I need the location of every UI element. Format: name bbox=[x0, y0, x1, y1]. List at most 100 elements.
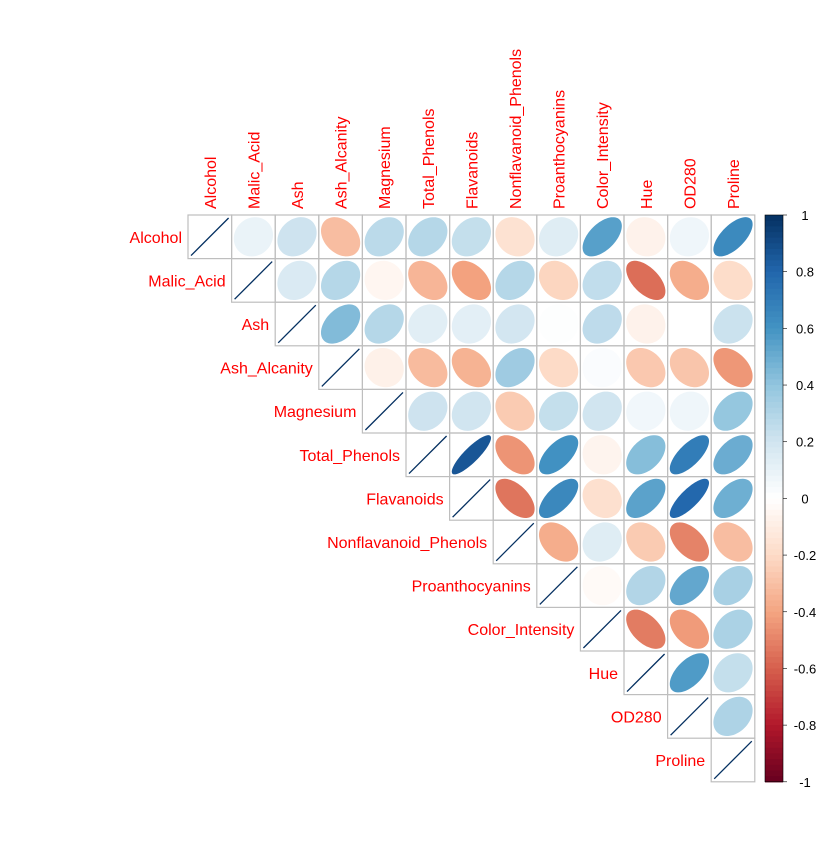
cell-Ash-Nonflavanoid_Phenols bbox=[492, 301, 538, 347]
diagonal-mark bbox=[670, 697, 709, 736]
colorbar-segment bbox=[765, 685, 783, 692]
correlation-ellipse bbox=[408, 217, 448, 257]
cell-Malic_Acid-Ash bbox=[274, 258, 320, 303]
correlation-ellipse bbox=[320, 304, 361, 344]
cell-Malic_Acid-Proanthocyanins bbox=[536, 258, 581, 303]
correlation-ellipse bbox=[713, 304, 753, 344]
colorbar-segment bbox=[765, 702, 783, 709]
correlation-ellipse bbox=[669, 435, 710, 475]
cell-Ash_Alcanity-OD280 bbox=[666, 345, 712, 390]
colorbar-segment bbox=[765, 419, 783, 426]
diagonal-mark bbox=[452, 479, 491, 518]
diagonal-mark bbox=[539, 566, 578, 605]
cell-Magnesium-Magnesium bbox=[361, 388, 407, 434]
cell-Malic_Acid-Hue bbox=[623, 258, 669, 303]
column-label: OD280 bbox=[682, 158, 699, 209]
cell-Flavanoids-Color_Intensity bbox=[579, 476, 625, 521]
colorbar-segment bbox=[765, 526, 783, 534]
cell-Color_Intensity-Proline bbox=[710, 606, 756, 652]
correlation-ellipse bbox=[626, 217, 666, 257]
cell-Ash_Alcanity-Color_Intensity bbox=[579, 345, 625, 390]
correlation-ellipse bbox=[495, 391, 535, 431]
cell-Ash_Alcanity-Ash_Alcanity bbox=[318, 345, 363, 390]
cell-Total_Phenols-Flavanoids bbox=[449, 432, 494, 478]
cell-Ash-Proline bbox=[710, 301, 756, 347]
correlation-ellipse bbox=[451, 260, 492, 301]
column-label: Flavanoids bbox=[464, 132, 481, 209]
colorbar-segment bbox=[765, 311, 783, 318]
colorbar-segment bbox=[765, 249, 783, 256]
colorbar-segment bbox=[765, 254, 783, 261]
cell-Ash_Alcanity-Total_Phenols bbox=[405, 345, 451, 390]
correlation-ellipse bbox=[626, 260, 666, 301]
colorbar-segment bbox=[765, 283, 783, 290]
cell-Color_Intensity-Color_Intensity bbox=[579, 606, 625, 652]
correlation-ellipse bbox=[538, 391, 579, 431]
diagonal-mark bbox=[713, 740, 753, 780]
correlation-ellipse bbox=[626, 347, 666, 388]
correlation-ellipse bbox=[364, 304, 404, 344]
column-label: Magnesium bbox=[377, 126, 394, 209]
colorbar-segment bbox=[765, 271, 783, 278]
diagonal-mark bbox=[626, 653, 666, 693]
colorbar-tick-label: 1 bbox=[801, 208, 808, 223]
colorbar-segment bbox=[765, 436, 783, 443]
colorbar-segment bbox=[765, 521, 783, 528]
colorbar-segment bbox=[765, 634, 783, 641]
colorbar-segment bbox=[765, 628, 783, 636]
colorbar-segment bbox=[765, 691, 783, 698]
correlation-ellipse bbox=[669, 565, 710, 606]
correlation-ellipse bbox=[713, 391, 753, 431]
cell-Malic_Acid-Ash_Alcanity bbox=[318, 258, 363, 303]
cell-Alcohol-Ash_Alcanity bbox=[318, 214, 363, 260]
correlation-ellipse bbox=[582, 217, 622, 257]
correlation-ellipse bbox=[538, 522, 579, 562]
column-label: Malic_Acid bbox=[246, 132, 263, 209]
row-label: Malic_Acid bbox=[148, 273, 225, 290]
cell-Malic_Acid-Magnesium bbox=[361, 258, 407, 303]
diagonal-mark bbox=[495, 522, 535, 562]
row-label: Flavanoids bbox=[366, 491, 443, 508]
correlation-ellipse bbox=[582, 347, 622, 388]
colorbar-segment bbox=[765, 345, 783, 352]
colorbar-segment bbox=[765, 719, 783, 726]
correlation-ellipse bbox=[495, 478, 535, 519]
cell-Nonflavanoid_Phenols-Proanthocyanins bbox=[536, 519, 581, 565]
correlation-ellipse bbox=[408, 391, 448, 431]
correlation-ellipse bbox=[626, 304, 666, 344]
diagonal-mark bbox=[234, 261, 273, 300]
correlation-ellipse bbox=[451, 304, 492, 344]
cell-Total_Phenols-Proline bbox=[710, 432, 756, 478]
colorbar-tick-label: 0.6 bbox=[796, 321, 814, 336]
diagonal-mark bbox=[190, 217, 230, 257]
correlation-ellipse bbox=[582, 435, 622, 475]
row-label: Total_Phenols bbox=[299, 448, 400, 465]
colorbar-segment bbox=[765, 662, 783, 670]
colorbar-segment bbox=[765, 226, 783, 233]
colorbar-segment bbox=[765, 294, 783, 301]
row-label: Color_Intensity bbox=[468, 622, 575, 639]
cell-Alcohol-Hue bbox=[623, 214, 669, 260]
cell-Nonflavanoid_Phenols-Color_Intensity bbox=[579, 519, 625, 565]
correlation-ellipse bbox=[669, 522, 710, 562]
colorbar-segment bbox=[765, 708, 783, 715]
cell-Total_Phenols-Hue bbox=[623, 432, 669, 478]
cell-Total_Phenols-Proanthocyanins bbox=[536, 432, 581, 478]
correlation-ellipse bbox=[364, 348, 404, 388]
correlation-ellipse bbox=[713, 260, 753, 301]
colorbar-segment bbox=[765, 243, 783, 250]
correlation-ellipse bbox=[495, 260, 535, 301]
colorbar-segment bbox=[765, 504, 783, 511]
colorbar-segment bbox=[765, 385, 783, 392]
cell-Alcohol-Total_Phenols bbox=[405, 214, 451, 260]
colorbar-segment bbox=[765, 232, 783, 239]
correlation-ellipse bbox=[451, 347, 492, 388]
colorbar-segment bbox=[765, 447, 783, 454]
correlation-ellipse bbox=[626, 522, 666, 562]
correlation-ellipse bbox=[713, 653, 753, 693]
cell-Alcohol-Alcohol bbox=[187, 214, 233, 260]
colorbar-segment bbox=[765, 600, 783, 607]
colorbar-segment bbox=[765, 549, 783, 556]
